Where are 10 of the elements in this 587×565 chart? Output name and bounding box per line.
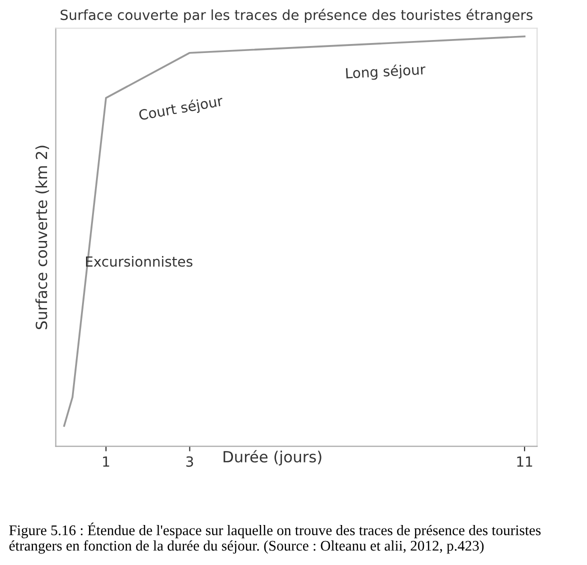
annotation: Excursionnistes bbox=[86, 256, 192, 267]
annotation: Court séjour bbox=[138, 94, 224, 123]
chart-title: Surface couverte par les traces de présence des touristes étrangers bbox=[60, 8, 532, 23]
x-axis-title: Durée (jours) bbox=[224, 450, 322, 466]
x-tick-label: 3 bbox=[186, 456, 194, 467]
caption: Figure 5.16 : Étendue de l'espace sur laquelle on trouve des traces de présence des touristes étrangers en fonction de la durée du séjour. (Source : Olteanu et alii, 2012, p.423) bbox=[9, 522, 541, 554]
x-tick-label: 1 bbox=[103, 456, 110, 467]
annotation: Long séjour bbox=[346, 63, 426, 82]
x-tick-label: 11 bbox=[517, 456, 532, 467]
y-axis-title: Surface couverte (km 2) bbox=[35, 146, 50, 330]
